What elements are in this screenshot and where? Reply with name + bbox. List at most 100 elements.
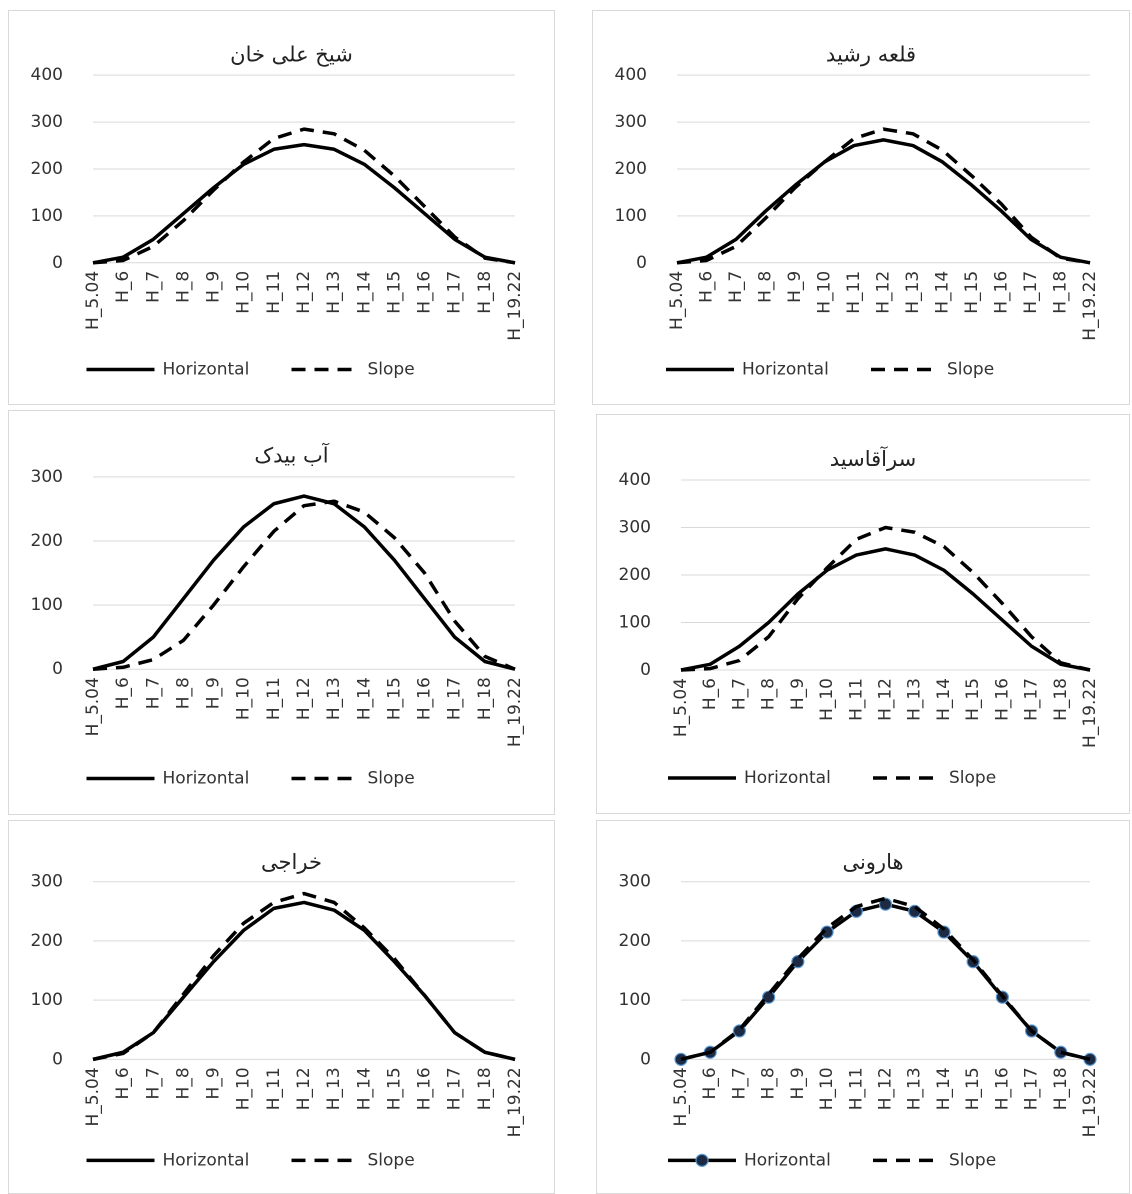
x-tick-label: H_16 xyxy=(992,678,1012,721)
series-line xyxy=(92,499,516,671)
x-tick-label: H_13 xyxy=(905,1067,925,1110)
y-tick-label: 100 xyxy=(615,206,647,226)
data-point xyxy=(762,990,776,1004)
x-tick-label: H_9 xyxy=(788,1067,808,1099)
x-tick-label: H_8 xyxy=(759,1067,779,1099)
x-tick-label: H_14 xyxy=(934,1067,954,1110)
x-tick-label: H_8 xyxy=(756,271,776,303)
x-tick-label: H_13 xyxy=(324,1067,344,1110)
legend-label: Horizontal xyxy=(163,769,250,789)
chart-title: شیخ علی خان xyxy=(230,42,353,66)
x-tick-label: H_15 xyxy=(384,271,404,314)
x-tick-label: H_14 xyxy=(354,677,374,720)
series-line xyxy=(92,891,516,1062)
x-tick-label: H_15 xyxy=(384,1067,404,1110)
x-tick-label: H_8 xyxy=(759,678,779,710)
x-tick-label: H_5.04 xyxy=(83,677,103,736)
y-tick-label: 200 xyxy=(31,931,63,951)
x-tick-label: H_17 xyxy=(1022,1067,1042,1110)
x-tick-label: H_17 xyxy=(1021,271,1041,314)
x-tick-label: H_9 xyxy=(204,677,224,709)
x-tick-label: H_16 xyxy=(992,271,1012,314)
y-tick-label: 200 xyxy=(619,931,651,951)
y-tick-label: 100 xyxy=(619,990,651,1010)
x-tick-label: H_8 xyxy=(173,1067,193,1099)
x-tick-label: H_6 xyxy=(113,271,133,303)
x-tick-label: H_5.04 xyxy=(83,271,103,330)
x-tick-label: H_13 xyxy=(324,677,344,720)
y-tick-label: 0 xyxy=(636,253,647,273)
x-tick-label: H_10 xyxy=(817,678,837,721)
x-tick-label: H_19.22 xyxy=(505,1067,525,1137)
chart-panel: آب بیدک 0 100 200 300 H_5.04 H_6 H_7 H_8 H_9 H_10 H… xyxy=(8,410,555,815)
data-point xyxy=(791,955,805,969)
x-tick-label: H_16 xyxy=(992,1067,1012,1110)
x-tick-label: H_11 xyxy=(844,271,864,314)
x-tick-label: H_15 xyxy=(962,271,982,314)
legend-marker xyxy=(695,1153,709,1167)
x-tick-label: H_16 xyxy=(415,677,435,720)
x-tick-label: H_17 xyxy=(445,677,465,720)
legend-label: Horizontal xyxy=(163,1150,250,1170)
y-tick-label: 200 xyxy=(31,159,63,179)
x-tick-label: H_16 xyxy=(415,271,435,314)
y-tick-label: 200 xyxy=(615,159,647,179)
y-tick-label: 100 xyxy=(31,206,63,226)
y-tick-label: 0 xyxy=(52,1049,63,1069)
y-tick-label: 0 xyxy=(640,1049,651,1069)
series-line xyxy=(92,127,516,265)
x-tick-label: H_12 xyxy=(294,271,314,314)
y-tick-label: 300 xyxy=(615,112,647,132)
y-tick-label: 400 xyxy=(31,65,63,85)
x-tick-label: H_15 xyxy=(963,1067,983,1110)
chart-title: خراجی xyxy=(261,850,322,874)
chart-panel: هارونی 0 100 200 300 H_5.04 H_6 H_7 H_8 H_9 H_10 H_… xyxy=(596,820,1130,1194)
x-tick-label: H_14 xyxy=(354,1067,374,1110)
x-tick-label: H_6 xyxy=(697,271,717,303)
data-point xyxy=(937,925,951,939)
chart-title: قلعه رشید xyxy=(826,42,916,66)
chart-title: آب بیدک xyxy=(254,443,329,468)
x-tick-label: H_19.22 xyxy=(1080,1067,1100,1137)
x-tick-label: H_10 xyxy=(234,271,254,314)
x-tick-label: H_10 xyxy=(815,271,835,314)
y-tick-label: 100 xyxy=(619,613,651,633)
x-tick-label: H_19.22 xyxy=(505,677,525,747)
x-tick-label: H_13 xyxy=(903,271,923,314)
series-line xyxy=(676,127,1091,265)
x-tick-label: H_11 xyxy=(264,677,284,720)
x-tick-label: H_6 xyxy=(700,1067,720,1099)
panel-border xyxy=(596,820,1130,1194)
x-tick-label: H_9 xyxy=(788,678,808,710)
y-tick-label: 300 xyxy=(619,518,651,538)
x-tick-label: H_18 xyxy=(475,677,495,720)
x-tick-label: H_11 xyxy=(264,1067,284,1110)
x-tick-label: H_9 xyxy=(785,271,805,303)
x-tick-label: H_7 xyxy=(729,1067,749,1099)
x-tick-label: H_14 xyxy=(934,678,954,721)
legend-label: Slope xyxy=(949,768,996,788)
legend-label: Horizontal xyxy=(744,1150,831,1170)
panel-border xyxy=(596,414,1130,814)
x-tick-label: H_11 xyxy=(264,271,284,314)
legend-label: Slope xyxy=(949,1150,996,1170)
x-tick-label: H_5.04 xyxy=(83,1067,103,1126)
x-tick-label: H_8 xyxy=(173,271,193,303)
panel-border xyxy=(592,10,1130,405)
y-tick-label: 0 xyxy=(640,660,651,680)
legend-label: Slope xyxy=(368,359,415,379)
x-tick-label: H_11 xyxy=(846,1067,866,1110)
x-tick-label: H_5.04 xyxy=(671,678,691,737)
y-tick-label: 100 xyxy=(31,595,63,615)
x-tick-label: H_6 xyxy=(700,678,720,710)
legend-label: Horizontal xyxy=(744,768,831,788)
x-tick-label: H_12 xyxy=(876,678,896,721)
x-tick-label: H_17 xyxy=(445,1067,465,1110)
x-tick-label: H_17 xyxy=(445,271,465,314)
x-tick-label: H_13 xyxy=(324,271,344,314)
x-tick-label: H_7 xyxy=(729,678,749,710)
x-tick-label: H_12 xyxy=(874,271,894,314)
y-tick-label: 300 xyxy=(31,112,63,132)
y-tick-label: 0 xyxy=(52,253,63,273)
